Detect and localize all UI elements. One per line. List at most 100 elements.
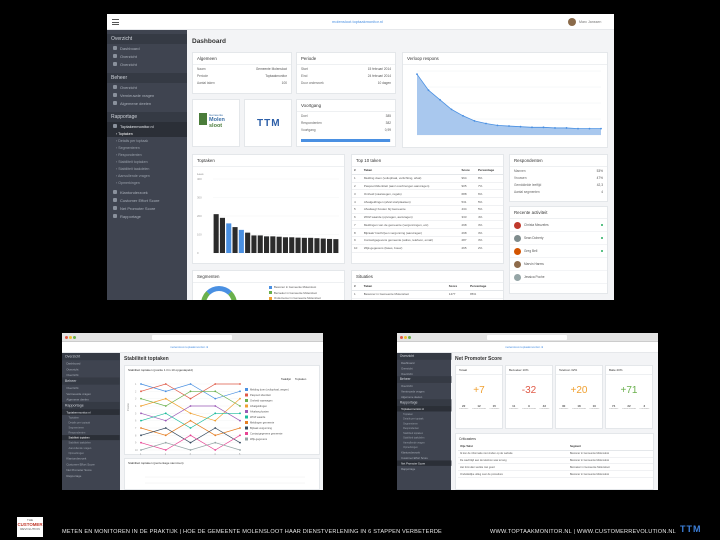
top10-row[interactable]: 10 Wijk-gegevens (fases, bouw) 265 2% [352,244,503,253]
sidebar-item[interactable]: Dashboard [401,360,415,365]
criticaster-row[interactable]: Het formulier werkte niet goed Bezoeker i… [458,463,653,472]
toptaken-bar[interactable] [213,214,219,253]
toggle-toptaken[interactable]: Toptaken [295,377,307,381]
sidebar-item[interactable]: Overzicht [66,372,79,377]
sidebar-item[interactable]: Net Promoter Score [66,467,92,472]
toptaken-bar[interactable] [276,236,282,253]
sidebar-item[interactable]: Vernieuwde vragen [401,389,425,393]
sidebar-subitem[interactable]: Toptaken [403,412,414,416]
sidebar-item-vragen[interactable]: Vernieuwde vragen [107,91,187,99]
sidebar-subitem[interactable]: › Details per toptaak [116,138,149,143]
column-header[interactable]: Percentage [468,283,503,291]
user-name[interactable]: Marc Janssen [579,20,602,24]
sidebar-subitem[interactable]: Details per toptaak [68,421,91,424]
top10-row[interactable]: 3 Omheid (vaarwegen, regels) 688 6% [352,189,503,199]
toptaken-bar[interactable] [333,239,339,253]
top10-row[interactable]: 2 Paspoort/Identiteit (aan/ overbrengen a… [352,182,503,191]
sidebar-item[interactable]: Vernieuwde vragen [66,391,91,396]
toptaken-bar[interactable] [257,235,263,253]
sidebar-subitem[interactable]: › Aanvullende vragen [116,173,150,178]
sidebar-subitem[interactable]: Segmenteren [403,422,418,425]
sidebar-item-more[interactable]: Net Promoter Score [107,204,187,212]
top10-row[interactable]: 4 Afvalgeldingen (afval stortplaatsen) 531… [352,197,503,206]
sidebar-subitem[interactable]: Stabiliteit taakdelen [68,441,91,445]
situatie-row[interactable]: 1 Bewoner in Gemeente Molensloot 1477 86% [352,290,503,299]
sidebar-item-dashboard[interactable]: Dashboard [107,44,187,52]
criticaster-row[interactable]: De wachttijd aan de telefoon was te lang… [458,457,653,465]
sidebar-item[interactable]: Overzicht [401,383,413,388]
sidebar-item-active[interactable]: Toptakenmonitor.nl [397,406,452,412]
toptaken-bar[interactable] [320,238,326,253]
top10-row[interactable]: 1 Melding doen (vuilophaal, verlichting, … [352,174,503,183]
sidebar-item[interactable]: Overzicht [401,366,413,370]
top10-row[interactable]: 5 Afvalweg/ Kosten bij Gemeente 434 5% [352,205,503,214]
sidebar-item-more[interactable]: Rapportage [107,212,187,220]
toptaken-bar[interactable] [238,229,244,253]
column-header[interactable]: Percentage [475,167,503,175]
activity-item[interactable]: Sean Doherty [510,232,607,245]
sidebar-item[interactable]: Customer Effort Score [66,462,95,466]
toptaken-bar[interactable] [226,223,232,253]
toptaken-bar[interactable] [219,217,225,253]
url-text-small[interactable]: molensloot.toptaakmonitor.nl [170,345,209,349]
sidebar-item[interactable]: Klantonderzoek [401,450,420,454]
url-text[interactable]: molensloot.toptaakmonitor.nl [332,19,383,24]
sidebar-item-beheer-overzicht[interactable]: Overzicht [107,83,187,91]
sidebar-item-active[interactable]: Toptakenmonitor.nl [62,409,120,415]
toptaken-bar[interactable] [270,236,276,253]
avatar[interactable] [568,18,576,26]
sidebar-item[interactable]: Customer Effort Score [401,456,428,460]
sidebar-item[interactable]: Overzicht [66,367,79,371]
toptaken-bar[interactable] [301,237,307,253]
criticaster-row[interactable]: Ik kon de informatie niet vinden op de w… [458,450,653,458]
sidebar-subitem[interactable]: Aanvullende vragen [68,446,92,450]
top10-row[interactable]: 7 Meldingen van de gemeente (vergunningen… [352,220,503,230]
column-header[interactable]: Taken [361,167,460,175]
toptaken-bar[interactable] [264,236,270,253]
sidebar-item[interactable]: Rapportage [66,473,82,478]
column-header[interactable]: Score [459,167,476,175]
column-header[interactable]: # [352,167,362,175]
sidebar-item[interactable]: Algemene deelen [66,397,89,401]
sidebar-subitem[interactable]: › Stabiliteit toptaken [116,159,148,164]
sidebar-item[interactable]: Klantonderzoek [66,456,87,460]
sidebar-subitem[interactable]: Aanvullende vragen [403,441,425,444]
sidebar-item[interactable]: Overzicht [401,371,413,376]
criticaster-row[interactable]: Onduidelijke uitleg over de procedure Bew… [458,470,653,478]
column-header[interactable]: Vrije Tekst [458,444,568,451]
sidebar-subitem[interactable]: Stabiliteit toptaken [403,431,424,435]
column-header[interactable]: Score [446,283,469,291]
toggle-taaklijst[interactable]: Taaklijst [281,377,291,381]
menu-icon[interactable] [112,19,119,25]
toptaken-bar[interactable] [289,237,295,253]
sidebar-subitem[interactable]: Respondenten [403,426,420,430]
column-header[interactable]: Segment [567,444,653,451]
sidebar-subitem[interactable]: Opmerkingen [68,451,85,455]
sidebar-subitem[interactable]: Segmenteren [68,426,85,429]
sidebar-subitem[interactable]: Stabiliteit toptaken [62,435,120,441]
activity-item[interactable]: Marvin Harms [510,258,607,271]
sidebar-item[interactable]: Dashboard [66,361,81,365]
sidebar-item-delen[interactable]: Algemene deelen [107,99,187,107]
footer-links[interactable]: WWW.TOPTAAKMONITOR.NL | WWW.CUSTOMERREVO… [490,529,676,535]
sidebar-subitem[interactable]: Details per toptaak [403,417,424,420]
toptaken-bar[interactable] [327,238,333,253]
sidebar-subitem[interactable]: › Opmerkingen [116,180,140,185]
sidebar-subitem[interactable]: Stabiliteit taakdelen [403,436,425,440]
toptaken-bar[interactable] [308,237,314,253]
sidebar-item[interactable]: Algemene deelen [401,394,423,399]
toptaken-bar[interactable] [232,227,238,253]
activity-item[interactable]: Greg Bell [510,245,607,258]
sidebar-subitem[interactable]: › Toptaken [107,130,187,137]
sidebar-subitem[interactable]: Toptaken [68,416,79,419]
toptaken-bar[interactable] [295,237,301,253]
column-header[interactable]: Taken [361,283,447,291]
sidebar-item[interactable]: Net Promoter Score [397,460,452,466]
sidebar-item-overzicht-2[interactable]: Overzicht [107,60,187,68]
sidebar-item-overzicht[interactable]: Overzicht [107,52,187,60]
top10-row[interactable]: 6 WOZ waarde (opvragen, aanvragen) 333 4% [352,213,503,222]
sidebar-subitem[interactable]: Respondenten [68,431,86,434]
sidebar-subitem[interactable]: › Segmenteren [116,145,140,150]
top10-row[interactable]: 8 Bijzaak/ Inschrijven vergunning (aanvra… [352,228,503,238]
toptaken-bar[interactable] [282,237,288,253]
